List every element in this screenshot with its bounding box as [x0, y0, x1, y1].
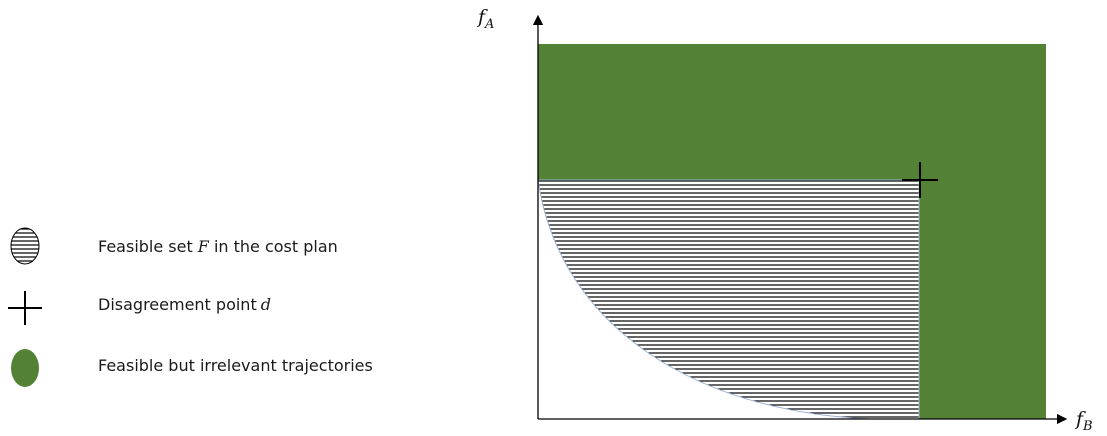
feasible-set-region — [537, 179, 920, 420]
legend: Feasible set F in the cost plan Disagreem… — [8, 227, 373, 387]
irrelevant-region-right — [919, 178, 1046, 419]
axes — [532, 14, 1068, 425]
disagreement-point-marker — [902, 162, 938, 198]
legend-item-disagreement-point: Disagreement point d — [8, 291, 271, 325]
irrelevant-region-top — [538, 44, 1046, 180]
legend-item-irrelevant-trajectories: Feasible but irrelevant trajectories — [11, 349, 373, 387]
hatched-ellipse-icon — [10, 227, 40, 265]
irrelevant-region — [538, 44, 1046, 419]
legend-label-disagreement-point: Disagreement point d — [98, 295, 271, 314]
legend-item-feasible-set: Feasible set F in the cost plan — [10, 227, 338, 265]
y-axis-label: fA — [476, 6, 494, 32]
legend-label-feasible-set: Feasible set F in the cost plan — [98, 237, 338, 256]
green-ellipse-icon — [11, 349, 39, 387]
cross-icon — [8, 291, 42, 325]
x-axis-label: fB — [1074, 408, 1093, 434]
legend-label-irrelevant-trajectories: Feasible but irrelevant trajectories — [98, 356, 373, 375]
